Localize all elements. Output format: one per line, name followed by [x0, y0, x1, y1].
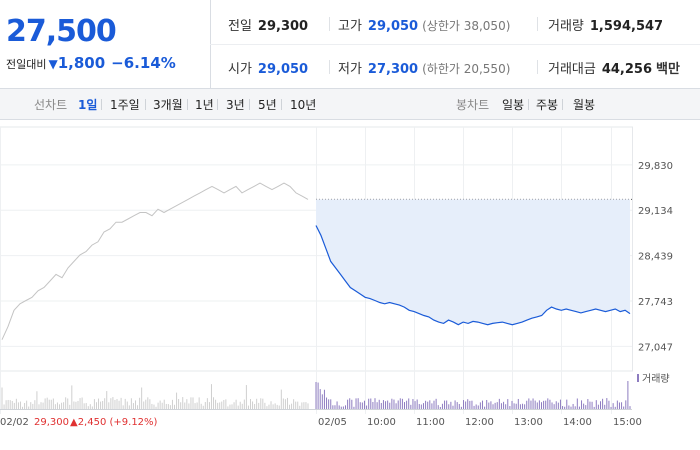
current-price-box: 27,500 전일대비 ▼1,800 −6.14%: [0, 0, 211, 88]
tab-daily[interactable]: 일봉: [502, 98, 525, 112]
prev-day-change-label: ▲2,450 (+9.12%): [70, 417, 158, 428]
current-price: 27,500: [6, 14, 117, 49]
tab-weekly[interactable]: 주봉: [536, 98, 559, 112]
volume-label: 거래량: [642, 373, 670, 385]
x-tick-label: 02/05: [318, 417, 347, 428]
y-tick-label: 28,439: [638, 252, 673, 263]
x-tick-label: 14:00: [563, 417, 592, 428]
x-tick-label: 10:00: [367, 417, 396, 428]
tab-1w[interactable]: 1주일: [110, 98, 140, 112]
today-area: [316, 199, 630, 325]
quote-prev-close: 전일 29,300: [228, 19, 309, 34]
change-label: 전일대비: [6, 58, 47, 71]
y-tick-label: 27,743: [638, 297, 673, 308]
x-tick-label: 02/02: [0, 417, 29, 428]
y-tick-label: 29,134: [638, 206, 673, 217]
candle-chart-label: 봉차트: [456, 98, 490, 112]
tab-10y[interactable]: 10년: [290, 98, 317, 112]
x-tick-label: 13:00: [514, 417, 543, 428]
x-tick-label: 12:00: [465, 417, 494, 428]
tab-3y[interactable]: 3년: [226, 98, 245, 112]
tab-5y[interactable]: 5년: [258, 98, 277, 112]
prev-day-line: [1, 182, 309, 340]
tab-1d[interactable]: 1일: [78, 98, 98, 112]
change-value: 1,800: [57, 54, 106, 72]
change-percent: −6.14%: [111, 54, 176, 72]
volume-legend-marker: [637, 374, 639, 382]
quote-high: 고가 29,050 (상한가 38,050): [338, 19, 511, 34]
quote-volume: 거래량 1,594,547: [548, 19, 664, 34]
x-tick-label: 11:00: [416, 417, 445, 428]
chart-period-tabs: 선차트 1일 1주일 3개월 1년 3년 5년 10년 봉차트 일봉 주봉 월봉: [0, 89, 700, 120]
tab-monthly[interactable]: 월봉: [573, 98, 596, 112]
tab-1y[interactable]: 1년: [195, 98, 214, 112]
y-tick-label: 27,047: [638, 342, 673, 353]
price-change: 전일대비 ▼1,800 −6.14%: [6, 54, 176, 72]
quote-open: 시가 29,050: [228, 62, 309, 77]
prev-day-close-label: 29,300: [34, 417, 69, 428]
y-tick-label: 29,830: [638, 161, 673, 172]
quote-trade-value: 거래대금 44,256 백만: [548, 62, 680, 77]
quote-header: 27,500 전일대비 ▼1,800 −6.14% 전일 29,300 고가 29,05…: [0, 0, 700, 89]
down-arrow-icon: ▼: [48, 57, 58, 71]
tab-3m[interactable]: 3개월: [153, 98, 183, 112]
quote-low: 저가 27,300 (하한가 20,550): [338, 62, 511, 77]
line-chart-label: 선차트: [34, 98, 68, 112]
today-price-line: [315, 225, 631, 326]
x-tick-label: 15:00: [613, 417, 642, 428]
